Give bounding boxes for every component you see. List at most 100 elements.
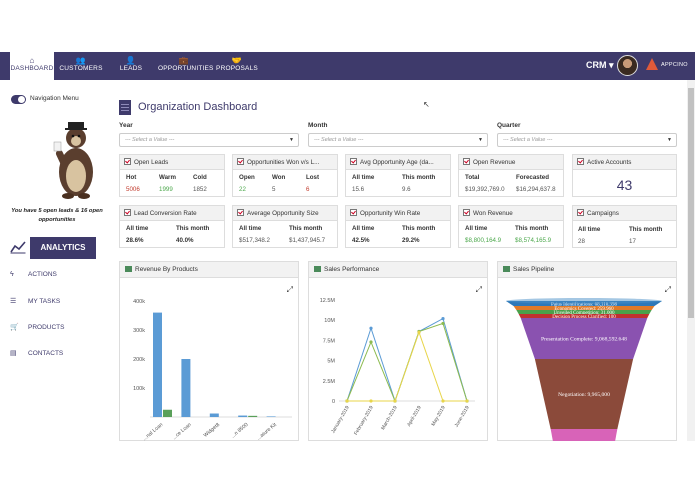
- bar: [238, 415, 248, 417]
- data-point: [369, 326, 373, 330]
- contact-card-icon: ▤: [10, 350, 17, 357]
- sales-line-chart: 0 2.5M 5M 7.5M 10M 12.5M January-2019 February-…: [320, 298, 475, 437]
- bar: [266, 416, 276, 417]
- y-tick-label: 200k: [133, 357, 145, 363]
- tab-proposals[interactable]: 🤝 PROPOSALS: [216, 52, 258, 80]
- x-tick-label: January-2019: [330, 405, 351, 435]
- top-nav-bar: ⌂ DASHBOARD 👥 CUSTOMERS 👤 LEADS 💼 OPPORT…: [0, 52, 695, 80]
- x-tick-label: June-2019: [454, 405, 471, 429]
- data-point: [441, 399, 445, 403]
- card-open-leads: Open Leads Hot 5006 Warm 1999 Cold 1852: [119, 154, 225, 197]
- funnel-stage-label: Unveiled Competition: 31,000: [554, 311, 615, 316]
- year-select[interactable]: --- Select a Value --- ▼: [119, 133, 299, 147]
- month-label: Month: [308, 122, 328, 129]
- checkbox-icon: [463, 158, 470, 165]
- checkbox-icon: [124, 158, 131, 165]
- quarter-label: Quarter: [497, 122, 521, 129]
- tab-leads[interactable]: 👤 LEADS: [114, 52, 148, 80]
- navigation-menu-toggle[interactable]: [11, 95, 26, 104]
- funnel-stage: [516, 310, 652, 314]
- expand-icon[interactable]: ⤢: [664, 285, 671, 294]
- expand-icon[interactable]: ⤢: [475, 285, 482, 294]
- funnel-stage: [513, 306, 655, 310]
- series-line: [346, 317, 468, 403]
- card-lead-conversion-rate: Lead Conversion Rate All time 28.6% This …: [119, 205, 225, 248]
- handshake-icon: 🤝: [231, 56, 243, 65]
- open-leads-message: You have 5 open leads & 16 open opportun…: [11, 208, 103, 223]
- x-tick-label: March-2019: [380, 405, 399, 431]
- data-point: [417, 330, 421, 334]
- funnel-stage: [534, 359, 634, 429]
- dropdown-arrow-icon: ▼: [289, 137, 294, 143]
- x-tick-label: ...ce Loan: [171, 422, 192, 441]
- card-active-accounts: Active Accounts 43: [572, 154, 677, 197]
- data-point: [441, 316, 445, 321]
- month-select[interactable]: --- Select a Value --- ▼: [308, 133, 488, 147]
- bar: [181, 359, 191, 417]
- card-average-opportunity-size: Average Opportunity Size All time $517,34…: [232, 205, 338, 248]
- sidebar-item-actions[interactable]: ϟ ACTIONS: [10, 271, 57, 278]
- sales-pipeline-funnel: Paius Identifications: 68,116,398Economi…: [506, 298, 662, 441]
- card-opportunity-win-rate: Opportunity Win Rate All time 42.5% This …: [345, 205, 451, 248]
- y-tick-label: 5M: [327, 359, 335, 365]
- data-point: [465, 399, 469, 403]
- checkbox-icon: [124, 209, 131, 216]
- line-chart-icon: [10, 241, 26, 254]
- crm-app-switcher[interactable]: CRM ▾: [586, 60, 614, 70]
- x-tick-label: April-2019: [406, 405, 423, 428]
- revenue-bar-chart: 100k 200k 300k 400k ...nal Loan ...ce Loan Wid…: [133, 299, 292, 441]
- card-avg-opportunity-age: Avg Opportunity Age (da... All time 15.6 …: [345, 154, 451, 197]
- checkbox-icon: [577, 158, 584, 165]
- avatar[interactable]: [617, 55, 638, 76]
- x-tick-label: ...ature Kit: [256, 422, 278, 441]
- sidebar-item-products[interactable]: 🛒 PRODUCTS: [10, 324, 65, 331]
- mascot-illustration: [53, 122, 93, 199]
- sidebar-item-contacts[interactable]: ▤ CONTACTS: [10, 350, 64, 357]
- y-tick-label: 10M: [324, 318, 335, 324]
- funnel-stage-label: Decision Process Clarified: 100: [552, 315, 616, 320]
- navigation-menu-label: Navigation Menu: [30, 95, 79, 102]
- tab-opportunities[interactable]: 💼 OPPORTUNITIES: [158, 52, 213, 80]
- checkbox-icon: [237, 158, 244, 165]
- quarter-select[interactable]: --- Select a Value --- ▼: [497, 133, 677, 147]
- panel-sales-pipeline: Sales Pipeline ⤢ Paius Identifications: …: [497, 261, 677, 441]
- add-user-icon: 👤: [125, 56, 137, 65]
- x-tick-label: February-2019: [353, 405, 375, 437]
- y-tick-label: 12.5M: [320, 298, 336, 304]
- mouse-cursor-icon: ↖: [423, 100, 430, 109]
- y-tick-label: 0: [332, 399, 335, 405]
- home-icon: ⌂: [29, 56, 35, 65]
- funnel-stage-label: Negotiation: 9,965,000: [558, 392, 610, 398]
- active-accounts-value: 43: [616, 177, 633, 193]
- funnel-top-rim: [506, 298, 662, 304]
- data-point: [369, 399, 373, 403]
- briefcase-icon: 💼: [178, 56, 190, 65]
- card-open-revenue: Open Revenue Total $19,392,769.0 Forecast…: [458, 154, 564, 197]
- checkbox-icon: [350, 209, 357, 216]
- checkbox-icon: [577, 209, 584, 216]
- users-icon: 👥: [75, 56, 87, 65]
- checkbox-icon: [237, 209, 244, 216]
- tab-customers[interactable]: 👥 CUSTOMERS: [58, 52, 104, 80]
- expand-icon[interactable]: ⤢: [286, 285, 293, 294]
- data-point: [369, 340, 373, 344]
- y-tick-label: 400k: [133, 299, 145, 305]
- x-tick-label: ...n 8500: [230, 422, 249, 440]
- data-point: [393, 399, 397, 403]
- data-point: [441, 321, 445, 326]
- scrollbar-thumb[interactable]: [688, 88, 694, 318]
- bar: [209, 413, 219, 417]
- funnel-stage-label: Economics Covered: 259,960: [554, 307, 614, 312]
- analytics-button[interactable]: ANALYTICS: [30, 237, 96, 259]
- funnel-stage-label: Paius Identifications: 68,116,398: [551, 302, 617, 307]
- x-tick-label: May-2019: [430, 405, 446, 427]
- bar: [153, 312, 162, 417]
- panel-sales-performance: Sales Performance ⤢ 0 2.5M 5M 7.5M 10M 12.5M J…: [308, 261, 488, 441]
- series-line: [346, 322, 468, 403]
- panel-revenue-by-products: Revenue By Products ⤢ 100k 200k 300k 400k..…: [119, 261, 299, 441]
- sidebar: Navigation Menu You have 5 open leads & …: [0, 80, 110, 441]
- tab-dashboard[interactable]: ⌂ DASHBOARD: [10, 52, 54, 80]
- page-scrollbar[interactable]: [687, 80, 695, 441]
- x-tick-label: Widget8: [203, 422, 222, 439]
- sidebar-item-my-tasks[interactable]: ☰ MY TASKS: [10, 298, 61, 305]
